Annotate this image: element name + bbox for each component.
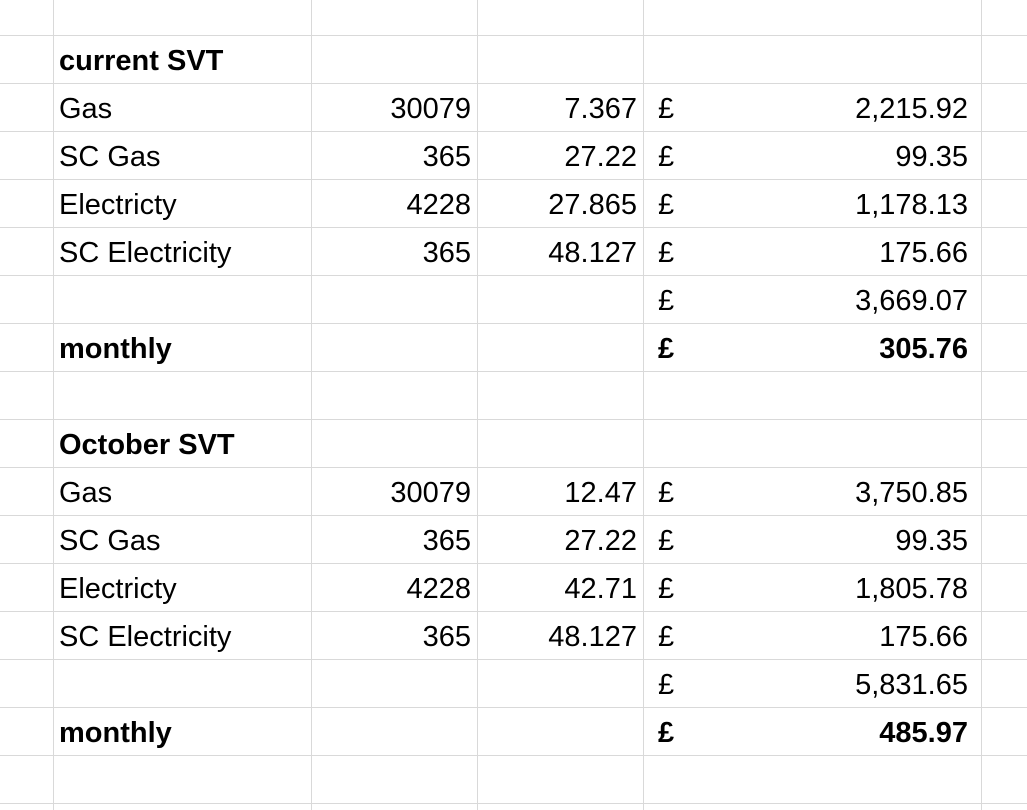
quantity-cell[interactable]: 30079	[390, 477, 471, 509]
amount-cell[interactable]: £1,178.13	[644, 181, 982, 229]
label-cell[interactable]: SC Electricity	[59, 237, 232, 269]
row-gridline	[0, 227, 1027, 228]
rate-cell[interactable]: 48.127	[548, 621, 637, 653]
total-amount-cell[interactable]: £5,831.65	[644, 661, 982, 709]
quantity-cell[interactable]: 365	[422, 621, 471, 653]
monthly-amount-cell[interactable]: £485.97	[644, 709, 982, 757]
amount-value: 3,669.07	[855, 285, 968, 317]
row-gridline	[0, 515, 1027, 516]
row-gridline	[0, 659, 1027, 660]
row-gridline	[0, 275, 1027, 276]
currency-symbol: £	[658, 525, 675, 557]
quantity-cell[interactable]: 4228	[406, 573, 471, 605]
row-gridline	[0, 83, 1027, 84]
amount-cell[interactable]: £2,215.92	[644, 85, 982, 133]
row-gridline	[0, 419, 1027, 420]
label-cell[interactable]: SC Gas	[59, 141, 161, 173]
amount-value: 305.76	[879, 333, 968, 365]
amount-value: 175.66	[879, 621, 968, 653]
rate-cell[interactable]: 42.71	[564, 573, 637, 605]
quantity-cell[interactable]: 30079	[390, 93, 471, 125]
label-cell[interactable]: Electricty	[59, 189, 177, 221]
row-gridline	[0, 563, 1027, 564]
rate-cell[interactable]: 12.47	[564, 477, 637, 509]
currency-symbol: £	[658, 573, 675, 605]
row-gridline	[0, 371, 1027, 372]
amount-value: 485.97	[879, 717, 968, 749]
row-gridline	[0, 35, 1027, 36]
quantity-cell[interactable]: 365	[422, 237, 471, 269]
amount-value: 2,215.92	[855, 93, 968, 125]
amount-cell[interactable]: £175.66	[644, 229, 982, 277]
currency-symbol: £	[658, 621, 675, 653]
rate-cell[interactable]: 27.865	[548, 189, 637, 221]
quantity-cell[interactable]: 4228	[406, 189, 471, 221]
rate-cell[interactable]: 27.22	[564, 525, 637, 557]
amount-cell[interactable]: £99.35	[644, 133, 982, 181]
row-gridline	[0, 611, 1027, 612]
section-title-cell[interactable]: current SVT	[59, 45, 224, 77]
quantity-cell[interactable]: 365	[422, 525, 471, 557]
currency-symbol: £	[658, 333, 675, 365]
label-cell[interactable]: Gas	[59, 93, 113, 125]
rate-cell[interactable]: 48.127	[548, 237, 637, 269]
row-gridline	[0, 323, 1027, 324]
column-gridline	[53, 0, 54, 810]
amount-value: 1,805.78	[855, 573, 968, 605]
amount-value: 1,178.13	[855, 189, 968, 221]
rate-cell[interactable]: 7.367	[564, 93, 637, 125]
currency-symbol: £	[658, 189, 675, 221]
column-gridline	[981, 0, 982, 810]
amount-cell[interactable]: £3,750.85	[644, 469, 982, 517]
label-cell[interactable]: SC Electricity	[59, 621, 232, 653]
row-gridline	[0, 467, 1027, 468]
monthly-label-cell[interactable]: monthly	[59, 717, 172, 749]
row-gridline	[0, 803, 1027, 804]
amount-value: 175.66	[879, 237, 968, 269]
column-gridline	[311, 0, 312, 810]
section-title-cell[interactable]: October SVT	[59, 429, 235, 461]
column-gridline	[643, 0, 644, 810]
monthly-label-cell[interactable]: monthly	[59, 333, 172, 365]
currency-symbol: £	[658, 717, 675, 749]
amount-cell[interactable]: £1,805.78	[644, 565, 982, 613]
label-cell[interactable]: Electricty	[59, 573, 177, 605]
row-gridline	[0, 755, 1027, 756]
currency-symbol: £	[658, 669, 675, 701]
amount-cell[interactable]: £99.35	[644, 517, 982, 565]
amount-value: 5,831.65	[855, 669, 968, 701]
monthly-amount-cell[interactable]: £305.76	[644, 325, 982, 373]
rate-cell[interactable]: 27.22	[564, 141, 637, 173]
row-gridline	[0, 179, 1027, 180]
row-gridline	[0, 131, 1027, 132]
quantity-cell[interactable]: 365	[422, 141, 471, 173]
amount-value: 99.35	[895, 525, 968, 557]
currency-symbol: £	[658, 285, 675, 317]
label-cell[interactable]: SC Gas	[59, 525, 161, 557]
currency-symbol: £	[658, 237, 675, 269]
total-amount-cell[interactable]: £3,669.07	[644, 277, 982, 325]
amount-value: 99.35	[895, 141, 968, 173]
currency-symbol: £	[658, 93, 675, 125]
amount-value: 3,750.85	[855, 477, 968, 509]
currency-symbol: £	[658, 141, 675, 173]
label-cell[interactable]: Gas	[59, 477, 113, 509]
currency-symbol: £	[658, 477, 675, 509]
amount-cell[interactable]: £175.66	[644, 613, 982, 661]
row-gridline	[0, 707, 1027, 708]
column-gridline	[477, 0, 478, 810]
